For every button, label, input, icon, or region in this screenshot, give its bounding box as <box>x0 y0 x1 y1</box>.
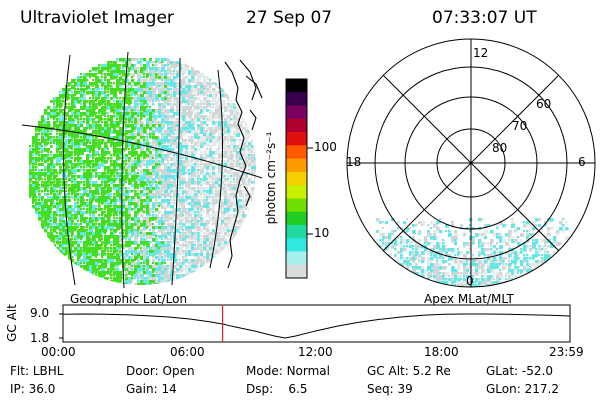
polar-lat-label-80: 80 <box>492 141 508 155</box>
altitude-axis-label: GC Alt <box>5 304 19 342</box>
mode-value: Normal <box>286 364 330 378</box>
altitude-curve <box>62 313 571 339</box>
geographic-caption: Geographic Lat/Lon <box>70 292 188 306</box>
dsp-value: 6.5 <box>288 382 308 396</box>
status-door: Door: Open <box>126 364 195 378</box>
ip-value: 36.0 <box>28 382 56 396</box>
polar-lat-label-70: 70 <box>512 119 528 133</box>
time-tick-0600: 06:00 <box>170 345 205 359</box>
status-filter: Flt: LBHL <box>10 364 64 378</box>
altitude-tick-max: 9.0 <box>30 306 50 320</box>
altitude-tick-min: 1.8 <box>30 331 50 345</box>
date-label: 27 Sep 07 <box>246 8 333 28</box>
colorbar-band <box>286 145 307 160</box>
polar-hour-label-12: 12 <box>473 46 489 60</box>
colorbar-band <box>286 211 307 226</box>
status-glat: GLat: -52.0 <box>486 364 553 378</box>
altitude-plot-frame <box>59 304 571 343</box>
gc-alt-value: 5.2 Re <box>412 364 451 378</box>
colorbar-frame <box>285 78 313 279</box>
colorbar-band <box>286 118 307 133</box>
filter-value: LBHL <box>32 364 64 378</box>
status-ip: IP: 36.0 <box>10 382 56 396</box>
colorbar-band <box>286 224 307 239</box>
status-mode: Mode: Normal <box>246 364 330 378</box>
magnetic-caption: Apex MLat/MLT <box>424 292 514 306</box>
colorbar-band <box>286 185 307 199</box>
gain-value: 14 <box>161 382 177 396</box>
door-value: Open <box>162 364 195 378</box>
status-seq: Seq: 39 <box>367 382 413 396</box>
colorbar-band <box>286 105 307 120</box>
colorbar-band <box>286 251 307 266</box>
polar-grid <box>346 38 596 288</box>
instrument-title: Ultraviolet Imager <box>20 8 174 28</box>
polar-hour-label-6: 6 <box>578 155 586 169</box>
status-dsp: Dsp: 6.5 <box>246 382 308 396</box>
glat-value: -52.0 <box>521 364 553 378</box>
colorbar-tick-100: 100 <box>314 140 337 154</box>
geographic-auroral-image <box>29 58 256 285</box>
time-tick-0000: 00:00 <box>41 345 76 359</box>
colorbar-unit-label: photon cm⁻²s⁻¹ <box>264 131 278 225</box>
time-label: 07:33:07 UT <box>432 8 537 28</box>
colorbar-tick-10: 10 <box>314 226 330 240</box>
polar-hour-label-18: 18 <box>346 155 362 169</box>
seq-value: 39 <box>397 382 413 396</box>
colorbar-band <box>286 198 307 213</box>
time-tick-2359: 23:59 <box>549 345 584 359</box>
colorbar <box>286 79 307 279</box>
geographic-grid <box>21 51 263 289</box>
colorbar-band <box>286 79 307 93</box>
coastline <box>224 59 263 269</box>
status-glon: GLon: 217.2 <box>486 382 559 396</box>
colorbar-band <box>286 132 307 146</box>
status-gc-alt: GC Alt: 5.2 Re <box>367 364 451 378</box>
colorbar-band <box>286 92 307 107</box>
colorbar-band <box>286 238 307 253</box>
polar-hour-label-0: 0 <box>466 274 474 288</box>
polar-lat-label-60: 60 <box>536 97 552 111</box>
glon-value: 217.2 <box>524 382 559 396</box>
time-tick-1200: 12:00 <box>298 345 333 359</box>
colorbar-band <box>286 171 307 186</box>
time-tick-1800: 18:00 <box>424 345 459 359</box>
colorbar-band <box>286 264 307 279</box>
status-gain: Gain: 14 <box>126 382 177 396</box>
colorbar-band <box>286 158 307 173</box>
